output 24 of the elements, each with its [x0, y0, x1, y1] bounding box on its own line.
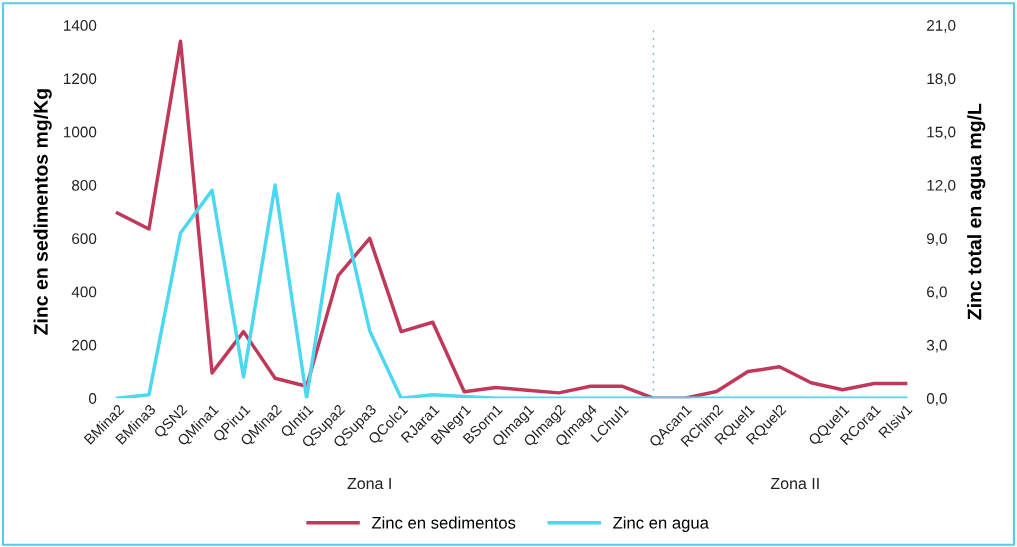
y-axis-title: Zinc en sedimentos mg/Kg: [33, 89, 52, 335]
text: Zona II: [770, 477, 819, 490]
y2-tick-label: 9,0: [926, 233, 947, 246]
y2-tick-label: 0,0: [926, 393, 947, 406]
y-tick-label: 1000: [64, 126, 97, 138]
y2-tick-label: 21,0: [927, 20, 956, 33]
y2-tick-label: 6,0: [927, 286, 947, 300]
y-tick-label: 600: [72, 233, 97, 245]
y2-tick-label: 18,0: [927, 73, 956, 86]
y-tick-label: 1200: [64, 73, 97, 85]
legend-label: Zinc en sedimentos: [371, 516, 516, 529]
y-tick-label: 800: [72, 179, 97, 191]
text: Zona I: [347, 477, 391, 490]
line-series: [115, 39, 908, 399]
y-tick-label: 400: [71, 286, 97, 298]
y-tick-label: 1400: [64, 20, 97, 31]
y2-axis-title: Zinc total en agua mg/L: [967, 103, 986, 320]
line-series: [115, 183, 908, 399]
y2-tick-label: 12,0: [927, 179, 956, 193]
y-tick-label: 200: [72, 339, 97, 351]
y-tick-label: 0: [88, 393, 97, 404]
y2-tick-label: 3,0: [926, 339, 947, 353]
y2-tick-label: 15,0: [927, 126, 956, 140]
legend-label: Zinc en agua: [613, 516, 709, 532]
